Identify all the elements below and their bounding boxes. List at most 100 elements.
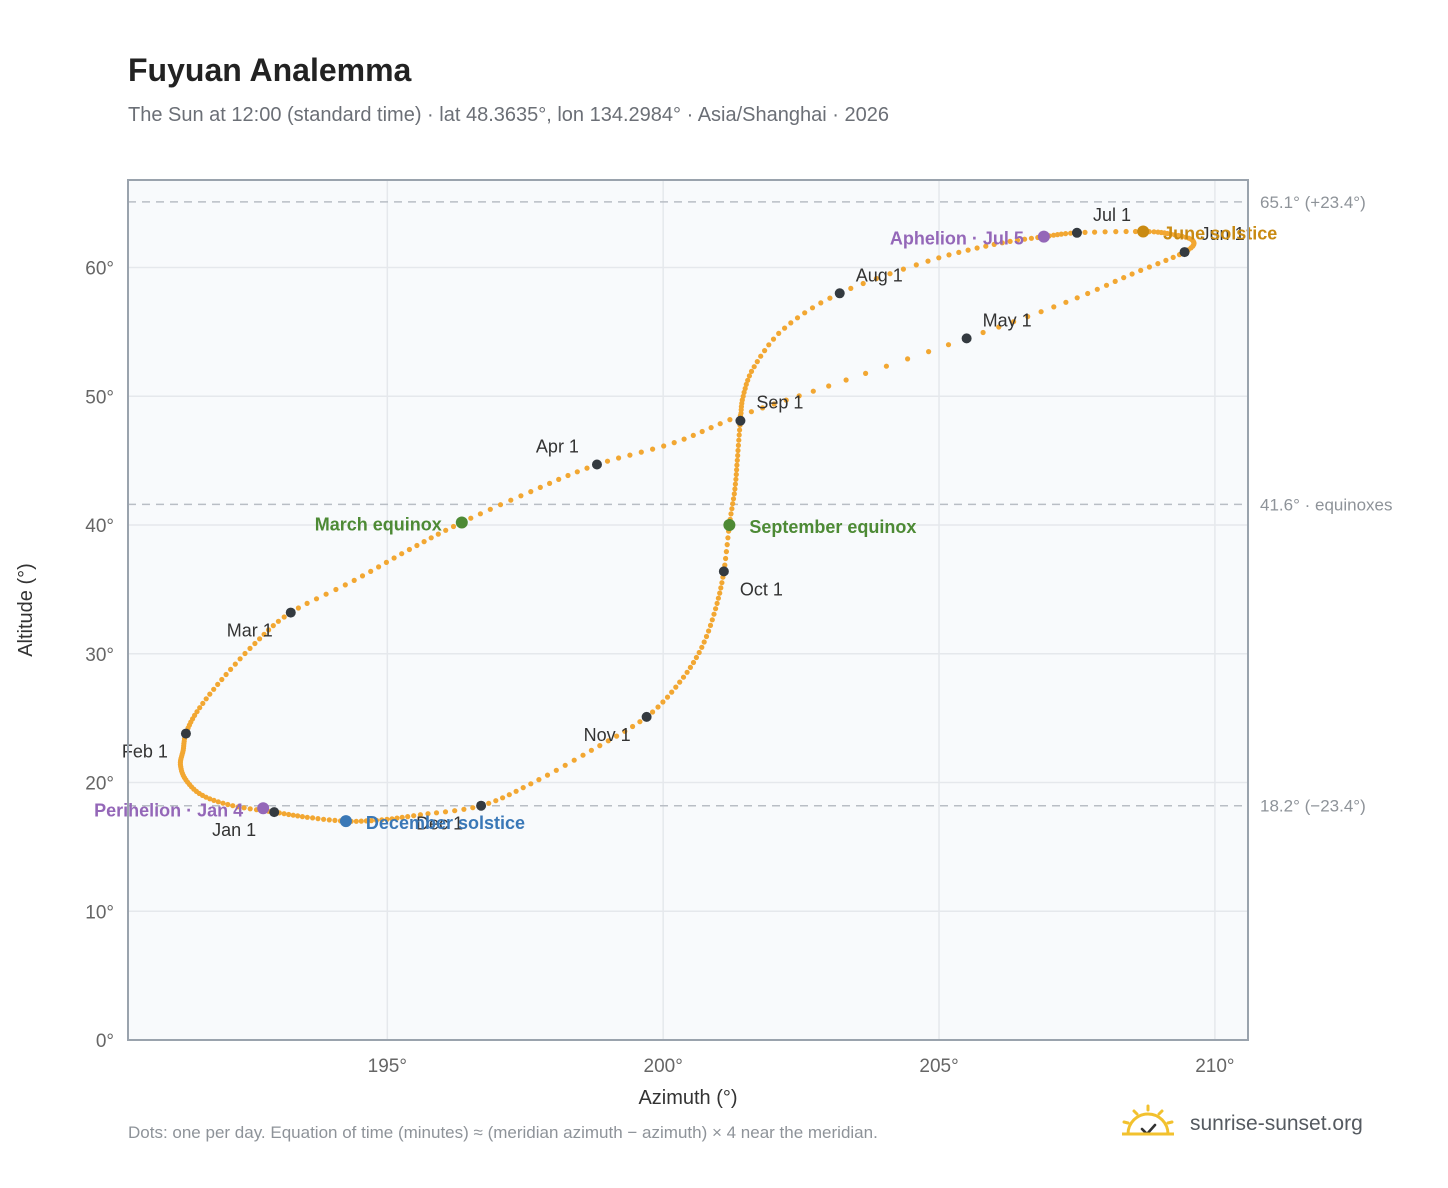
- sun-position-dot: [421, 539, 427, 545]
- brand-name: sunrise-sunset.org: [1190, 1112, 1363, 1135]
- sun-position-dot: [588, 747, 595, 753]
- sun-position-dot: [574, 469, 580, 475]
- sun-position-dot: [192, 712, 198, 719]
- sun-position-dot: [571, 757, 577, 763]
- sun-position-dot: [1146, 264, 1152, 270]
- sun-position-dot: [442, 809, 449, 815]
- sun-position-dot: [228, 666, 234, 673]
- sun-position-dot: [655, 704, 661, 710]
- sun-position-dot: [848, 285, 854, 291]
- sun-position-dot: [270, 623, 276, 629]
- sun-position-dot: [1170, 254, 1176, 260]
- sun-position-dot: [684, 669, 690, 675]
- sun-position-dot: [707, 622, 714, 629]
- sun-position-dot: [565, 472, 571, 479]
- sun-position-dot: [200, 700, 206, 707]
- sun-position-dot: [323, 591, 329, 597]
- plot-area: [128, 180, 1248, 1040]
- sun-position-dot: [405, 814, 411, 820]
- y-tick-label: 10°: [85, 902, 114, 923]
- sun-position-dot: [1074, 295, 1080, 301]
- x-tick-label: 210°: [1195, 1056, 1234, 1077]
- sun-position-dot: [391, 555, 397, 561]
- sun-position-dot: [873, 275, 880, 282]
- sun-position-dot: [762, 348, 768, 354]
- sun-position-dot: [714, 600, 720, 607]
- sun-position-dot: [373, 817, 380, 823]
- sun-position-dot: [1155, 261, 1161, 267]
- sun-position-dot: [900, 266, 907, 272]
- sun-position-dot: [991, 241, 997, 247]
- sun-position-dot: [333, 586, 339, 593]
- sun-position-dot: [732, 486, 738, 492]
- month-label: May 1: [983, 310, 1032, 330]
- sun-position-dot: [399, 551, 405, 557]
- sun-position-dot: [1063, 299, 1069, 305]
- sun-position-dot: [1113, 229, 1119, 235]
- sun-position-dot: [389, 816, 395, 822]
- key-point-marker: [339, 815, 352, 828]
- month-label: Oct 1: [740, 579, 783, 599]
- sun-position-dot: [203, 696, 209, 702]
- sun-position-dot: [711, 611, 717, 617]
- month-label: Jun 1: [1201, 224, 1245, 244]
- sun-position-dot: [734, 457, 740, 463]
- sun-position-dot: [1022, 236, 1028, 242]
- sun-position-dot: [215, 799, 221, 805]
- key-point-marker: [1137, 225, 1150, 238]
- key-point-label: June solstice: [1163, 223, 1277, 243]
- sun-position-dot: [843, 377, 849, 383]
- sun-position-dot: [537, 484, 543, 490]
- sun-position-dot: [690, 432, 696, 438]
- month-label: Jul 1: [1093, 205, 1131, 225]
- sun-position-dot: [194, 709, 200, 715]
- sun-position-dot: [735, 452, 741, 459]
- sun-position-dot: [433, 810, 440, 816]
- sun-position-dot: [461, 806, 467, 812]
- reference-line-label: 41.6° · equinoxes: [1260, 495, 1393, 514]
- month-marker: [1179, 247, 1190, 258]
- sun-position-dot: [860, 280, 866, 287]
- sun-position-dot: [290, 812, 296, 818]
- sun-position-dot: [1082, 229, 1088, 235]
- sun-position-dot: [326, 817, 332, 823]
- brand-logo[interactable]: sunrise-sunset.org: [1120, 1102, 1420, 1146]
- sun-position-dot: [751, 364, 757, 370]
- sun-position-dot: [376, 564, 382, 570]
- sun-position-dot: [351, 577, 357, 584]
- sun-position-dot: [215, 681, 221, 688]
- sun-position-dot: [693, 654, 700, 661]
- chart-footnote: Dots: one per day. Equation of time (min…: [128, 1123, 878, 1142]
- x-tick-label: 200°: [644, 1056, 683, 1077]
- sun-position-dot: [719, 580, 725, 586]
- sun-position-dot: [754, 359, 760, 365]
- sun-position-dot: [562, 762, 568, 768]
- sun-position-dot: [699, 644, 705, 650]
- sun-position-dot: [1085, 290, 1091, 297]
- sun-position-dot: [286, 811, 292, 818]
- sun-position-dot: [983, 243, 989, 249]
- sun-position-dot: [266, 627, 272, 633]
- sun-position-dot: [664, 694, 671, 700]
- key-point-marker: [257, 802, 270, 815]
- month-label: Jan 1: [212, 820, 256, 840]
- month-marker: [834, 288, 845, 299]
- sun-position-dot: [810, 388, 816, 394]
- month-marker: [961, 333, 972, 344]
- sun-position-dot: [730, 496, 737, 502]
- sun-position-dot: [681, 436, 687, 442]
- sun-position-dot: [809, 305, 816, 311]
- sun-position-dot: [715, 595, 722, 601]
- sun-position-dot: [996, 324, 1002, 330]
- sun-position-dot: [1058, 231, 1064, 237]
- sun-position-dot: [974, 245, 980, 251]
- sun-position-dot: [622, 728, 628, 734]
- sun-position-dot: [281, 614, 287, 620]
- sun-position-dot: [252, 640, 258, 647]
- sun-position-dot: [956, 249, 962, 255]
- sun-position-dot: [926, 349, 932, 355]
- sun-position-dot: [796, 393, 802, 399]
- sun-position-dot: [725, 535, 731, 541]
- sun-position-dot: [771, 401, 777, 407]
- sun-position-dot: [500, 795, 506, 801]
